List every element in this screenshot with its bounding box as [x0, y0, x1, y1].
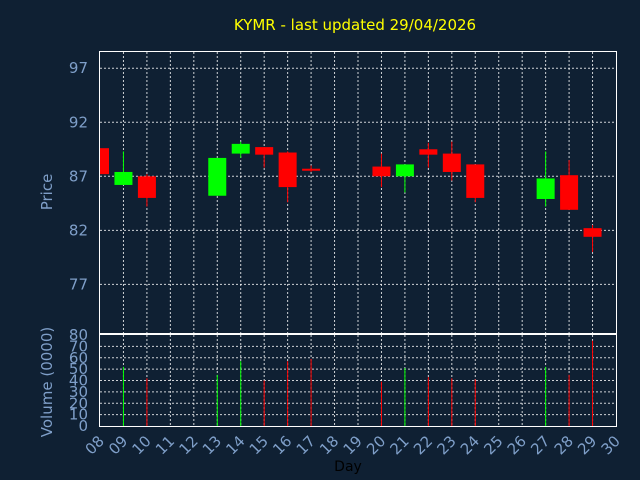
candle-body: [560, 175, 579, 210]
candle-body: [583, 228, 602, 237]
volume-tick-label: 50: [69, 360, 88, 378]
candle-body: [302, 168, 321, 171]
candles: [99, 141, 602, 252]
volume-tick-label: 10: [69, 406, 88, 424]
volume-bars: [122, 340, 594, 426]
volume-tick-label: 20: [69, 394, 88, 412]
candle-body: [442, 153, 461, 172]
volume-tick-label: 0: [78, 417, 88, 435]
price-tick-labels: 97 92 87 82 77: [69, 59, 88, 293]
price-tick-label: 92: [69, 113, 88, 131]
volume-tick-label: 30: [69, 383, 88, 401]
price-axis-label: Price: [38, 174, 56, 211]
volume-panel-frame: [99, 334, 617, 427]
candle-body: [536, 178, 555, 199]
x-axis-label: Day: [334, 459, 362, 475]
candle-body: [395, 164, 414, 177]
volume-tick-label: 60: [69, 349, 88, 367]
price-tick-label: 77: [69, 275, 88, 293]
volume-tick-label: 80: [69, 326, 88, 344]
candle-body: [208, 157, 227, 196]
price-tick-label: 97: [69, 59, 88, 77]
candle-body: [278, 152, 297, 188]
volume-tick-label: 40: [69, 372, 88, 390]
price-tick-label: 87: [69, 167, 88, 185]
volume-tick-label: 70: [69, 337, 88, 355]
candle-body: [419, 149, 438, 155]
x-tick-labels: 0809101112131415161718192021222324252627…: [82, 432, 624, 458]
candle-body: [231, 143, 250, 154]
candle-body: [466, 164, 485, 198]
candle-body: [114, 171, 133, 185]
candle-body: [100, 148, 109, 175]
candle-body: [137, 176, 156, 198]
price-tick-label: 82: [69, 221, 88, 239]
chart-title: KYMR - last updated 29/04/2026: [234, 16, 476, 34]
candle-body: [255, 147, 274, 155]
candle-body: [372, 166, 391, 177]
price-panel-frame: [99, 51, 617, 334]
volume-axis-label: Volume (0000): [38, 327, 56, 437]
